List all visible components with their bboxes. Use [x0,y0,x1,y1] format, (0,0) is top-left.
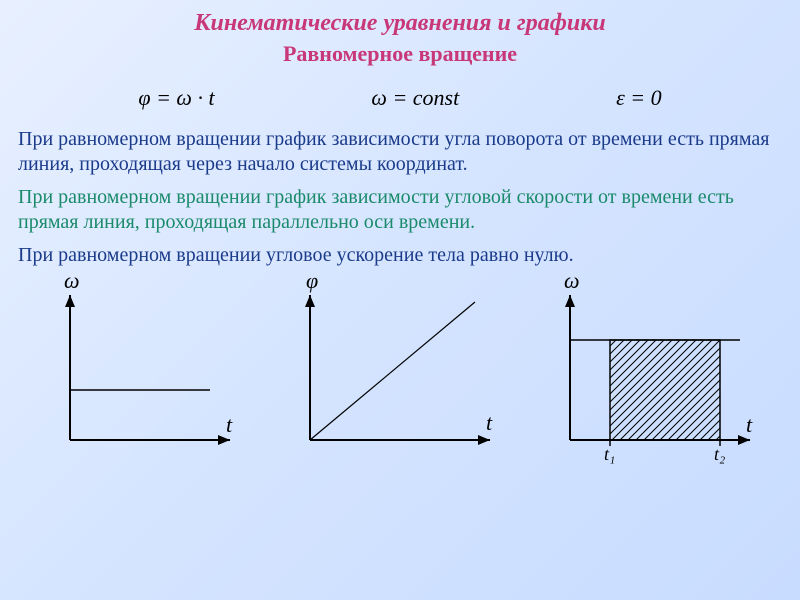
charts-row: ω t φ t ω t t₁ t₂ [0,272,800,465]
paragraph-3: При равномерном вращении угловое ускорен… [0,239,800,272]
page-title: Кинематические уравнения и графики [0,0,800,37]
chart1-xlabel: t [226,412,232,438]
chart3-xlabel: t [746,412,752,438]
chart2-xlabel: t [486,410,492,436]
equation-3: ε = 0 [616,85,662,111]
chart3-ylabel: ω [564,268,580,294]
equation-1: φ = ω · t [138,85,214,111]
chart2-ylabel: φ [306,268,318,294]
chart3-t2-label: t₂ [714,444,725,465]
equation-2: ω = const [371,85,459,111]
paragraph-1: При равномерном вращении график зависимо… [0,123,800,181]
equations-row: φ = ω · t ω = const ε = 0 [0,67,800,123]
chart3-svg [540,280,760,460]
chart-phi-linear: φ t [280,280,500,465]
chart2-svg [280,280,500,460]
page-subtitle: Равномерное вращение [0,37,800,67]
chart3-t1-label: t₁ [604,444,615,465]
chart-omega-area: ω t t₁ t₂ [540,280,760,465]
paragraph-2: При равномерном вращении график зависимо… [0,181,800,239]
chart1-svg [40,280,240,460]
chart1-ylabel: ω [64,268,80,294]
chart-omega-constant: ω t [40,280,240,465]
